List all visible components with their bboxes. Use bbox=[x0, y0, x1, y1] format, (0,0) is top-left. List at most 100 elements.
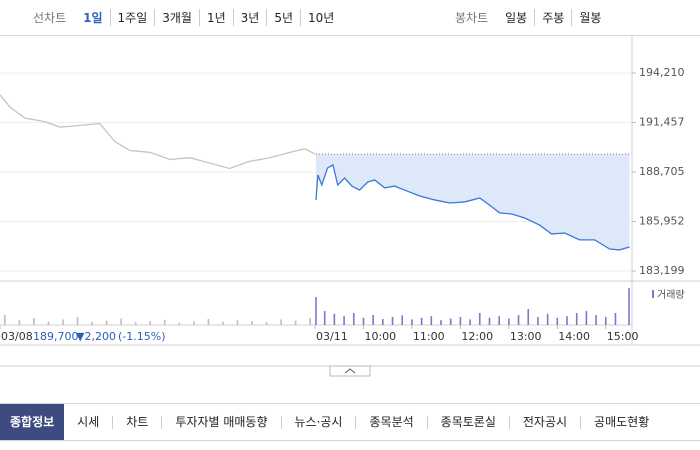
volume-bar bbox=[420, 317, 423, 325]
volume-bar bbox=[47, 321, 50, 325]
volume-bar bbox=[382, 319, 384, 325]
volume-bar bbox=[362, 317, 365, 325]
volume-bar bbox=[517, 315, 520, 325]
volume-bar bbox=[401, 315, 404, 325]
legend-swatch bbox=[652, 290, 654, 298]
volume-bar bbox=[315, 297, 317, 325]
x-tick-label: 15:00 bbox=[607, 330, 639, 343]
period-tab[interactable]: 3개월 bbox=[154, 9, 199, 26]
volume-bar bbox=[537, 317, 539, 325]
line-chart-tabs: 선차트 1일 1주일 3개월 1년 3년 5년 10년 bbox=[26, 0, 341, 35]
volume-bar bbox=[546, 313, 549, 325]
volume-bar bbox=[352, 313, 355, 325]
volume-bar bbox=[575, 313, 578, 325]
nav-tab[interactable]: 차트 bbox=[112, 415, 161, 429]
volume-bar bbox=[280, 319, 282, 325]
volume-bar bbox=[222, 321, 224, 325]
volume-bar bbox=[62, 319, 64, 325]
volume-bar bbox=[251, 321, 253, 325]
candle-tab[interactable]: 주봉 bbox=[534, 9, 571, 26]
volume-bar bbox=[343, 316, 345, 325]
tab-group-label: 봉차트 bbox=[455, 11, 489, 25]
volume-bar bbox=[459, 317, 462, 325]
y-tick-label: 191,457 bbox=[639, 116, 685, 129]
volume-bar bbox=[178, 322, 181, 325]
nav-tab[interactable]: 종목분석 bbox=[355, 415, 426, 429]
volume-bar bbox=[391, 317, 394, 325]
nav-tab[interactable]: 뉴스·공시 bbox=[280, 415, 356, 429]
volume-bar bbox=[149, 321, 152, 325]
candle-chart-tabs: 봉차트 일봉 주봉 월봉 bbox=[448, 0, 608, 35]
x-tick-label: 14:00 bbox=[558, 330, 590, 343]
period-tab[interactable]: 1일 bbox=[83, 11, 103, 25]
candle-tab[interactable]: 일봉 bbox=[505, 11, 528, 25]
volume-bar bbox=[595, 315, 597, 325]
volume-bar bbox=[91, 321, 93, 325]
volume-bar bbox=[105, 320, 108, 325]
volume-bar bbox=[440, 320, 442, 325]
volume-bar bbox=[265, 322, 268, 325]
x-tick-label: 03/08 bbox=[1, 330, 33, 343]
volume-bar bbox=[309, 317, 311, 325]
change-pct: (-1.15%) bbox=[118, 330, 166, 343]
collapse-icon bbox=[344, 368, 356, 374]
nav-tab[interactable]: 전자공시 bbox=[508, 415, 580, 429]
y-tick-label: 194,210 bbox=[639, 66, 685, 79]
y-tick-label: 188,705 bbox=[639, 165, 685, 178]
price-line bbox=[0, 94, 316, 170]
tab-bar: 선차트 1일 1주일 3개월 1년 3년 5년 10년 봉차트 일봉 주봉 월봉 bbox=[0, 0, 700, 36]
volume-bar bbox=[372, 315, 374, 325]
prev-close: 189,700 bbox=[33, 330, 79, 343]
bottom-nav: 종합정보 시세 차트 투자자별 매매동향 뉴스·공시 종목분석 종목토론실 전자공시 공매도현황 bbox=[0, 403, 700, 441]
collapse-button[interactable] bbox=[329, 365, 371, 377]
volume-bar bbox=[163, 319, 166, 325]
volume-bar bbox=[449, 318, 452, 325]
nav-tab[interactable]: 시세 bbox=[77, 414, 100, 429]
period-tab[interactable]: 1주일 bbox=[109, 9, 155, 26]
volume-bar bbox=[134, 322, 137, 325]
volume-bar bbox=[76, 317, 79, 325]
period-tab[interactable]: 3년 bbox=[232, 9, 267, 26]
tab-group-label: 선차트 bbox=[33, 11, 67, 25]
volume-bar bbox=[498, 316, 500, 325]
nav-tab[interactable]: 종목토론실 bbox=[426, 415, 509, 429]
chart: 194,210 191,457 188,705 185,952 183,199 03/08… bbox=[0, 36, 700, 377]
area-fill bbox=[315, 154, 630, 250]
price-line bbox=[315, 163, 630, 251]
volume-bar bbox=[333, 313, 336, 325]
volume-bar bbox=[323, 311, 326, 325]
volume-bar bbox=[4, 315, 6, 325]
candle-tab[interactable]: 월봉 bbox=[571, 9, 608, 26]
y-tick-label: 183,199 bbox=[639, 264, 685, 277]
volume-bar bbox=[614, 313, 617, 325]
nav-tab[interactable]: 투자자별 매매동향 bbox=[161, 415, 280, 429]
volume-bar bbox=[508, 318, 510, 325]
volume-bar bbox=[566, 316, 568, 325]
volume-bar bbox=[628, 288, 630, 325]
volume-bar bbox=[469, 319, 471, 325]
x-tick-label: 10:00 bbox=[364, 330, 396, 343]
y-tick-label: 185,952 bbox=[639, 214, 685, 227]
period-tab[interactable]: 10년 bbox=[300, 9, 341, 26]
volume-bar bbox=[294, 320, 297, 325]
change: ▼2,200 bbox=[76, 330, 116, 343]
x-tick-label: 12:00 bbox=[461, 330, 493, 343]
volume-bar bbox=[556, 317, 559, 325]
volume-bar bbox=[120, 318, 122, 325]
volume-bar bbox=[430, 316, 433, 325]
nav-tab[interactable]: 종합정보 bbox=[0, 404, 65, 440]
volume-bar bbox=[585, 311, 588, 325]
legend-label: 거래량 bbox=[657, 289, 685, 301]
period-tab[interactable]: 5년 bbox=[266, 9, 300, 26]
volume-bar bbox=[207, 319, 210, 325]
volume-bar bbox=[527, 309, 530, 325]
volume-bar bbox=[33, 317, 35, 325]
volume-bar bbox=[193, 321, 195, 325]
period-tab[interactable]: 1년 bbox=[198, 9, 233, 26]
volume-bar bbox=[478, 313, 481, 325]
nav-tab[interactable]: 공매도현황 bbox=[580, 415, 662, 429]
volume-bar bbox=[18, 320, 21, 325]
volume-bar bbox=[488, 317, 491, 325]
x-tick-label: 13:00 bbox=[510, 330, 542, 343]
